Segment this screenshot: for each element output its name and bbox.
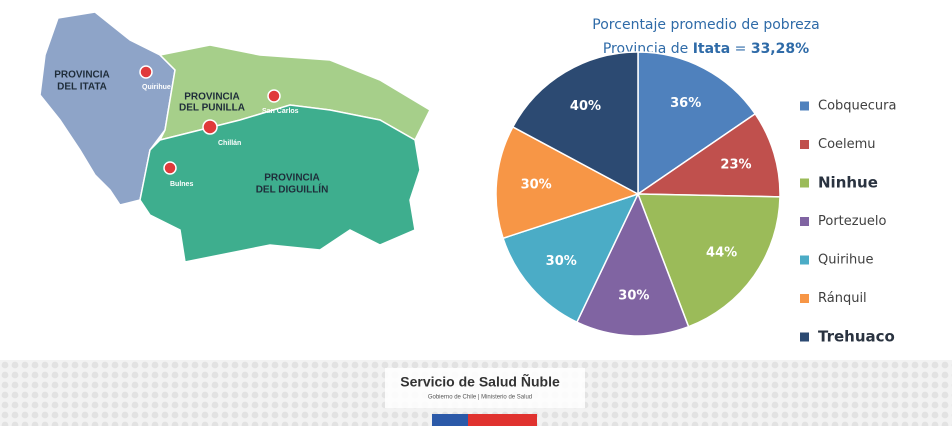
legend-swatch [800,101,809,111]
data-label: 30% [521,178,552,193]
city-label: Bulnes [170,181,193,188]
region-label: DEL DIGUILLÍN [256,183,329,196]
region-label: PROVINCIA [264,173,320,184]
legend-swatch [800,140,809,149]
region-diguillin [139,104,421,263]
pins [139,65,281,175]
data-label: 23% [720,157,751,172]
region-itata [39,11,176,206]
legend-label: Ránquil [818,291,867,306]
region-label: DEL ITATA [57,82,107,93]
chart-title: Porcentaje promedio de pobreza [592,17,819,33]
city-label: Chillán [218,140,241,147]
pin [202,119,218,135]
data-label: 30% [546,254,577,269]
legend-swatch [800,255,809,265]
pie-slice [575,192,690,337]
legend-label: Ninhue [818,174,878,192]
region-label: DEL PUNILLA [179,103,245,114]
pie-slice [637,51,757,196]
legend-label: Portezuelo [818,214,886,229]
pie-slice [636,193,781,328]
legend-label: Coelemu [818,137,876,152]
legend-swatch [800,332,809,342]
subtitle-part: = [730,41,751,57]
subtitle-part: Itata [693,41,731,57]
legend-swatch [800,294,809,303]
pie-slice [511,51,639,196]
data-label: 44% [706,245,737,260]
subtitle-part: 33,28% [751,41,809,57]
pie-slice [495,125,640,240]
footer-org: Servicio de Salud Ñuble [400,373,560,390]
region-label: PROVINCIA [184,92,240,103]
flag-blue [432,414,468,426]
data-label: 30% [618,289,649,304]
footer-sub: Gobierno de Chile | Ministerio de Salud [428,395,532,401]
pie-slice [502,192,640,324]
pin [267,89,281,103]
pin [163,161,177,175]
legend-label: Quirihue [818,253,874,268]
map: PROVINCIA DEL ITATA PROVINCIA DEL PUNILL… [30,10,450,265]
legend-label: Cobquecura [818,99,896,114]
pie-slice [635,112,781,198]
pin [139,65,153,79]
data-label: 40% [570,99,601,114]
logo-bg [385,368,585,408]
city-label: Quirihue [142,84,171,91]
flag-red [468,414,537,426]
legend-label: Trehuaco [818,328,895,346]
city-label: San Carlos [262,108,299,115]
legend-swatch [800,217,809,226]
legend-swatch [800,178,809,188]
data-label: 36% [670,96,701,111]
region-label: PROVINCIA [54,70,110,81]
